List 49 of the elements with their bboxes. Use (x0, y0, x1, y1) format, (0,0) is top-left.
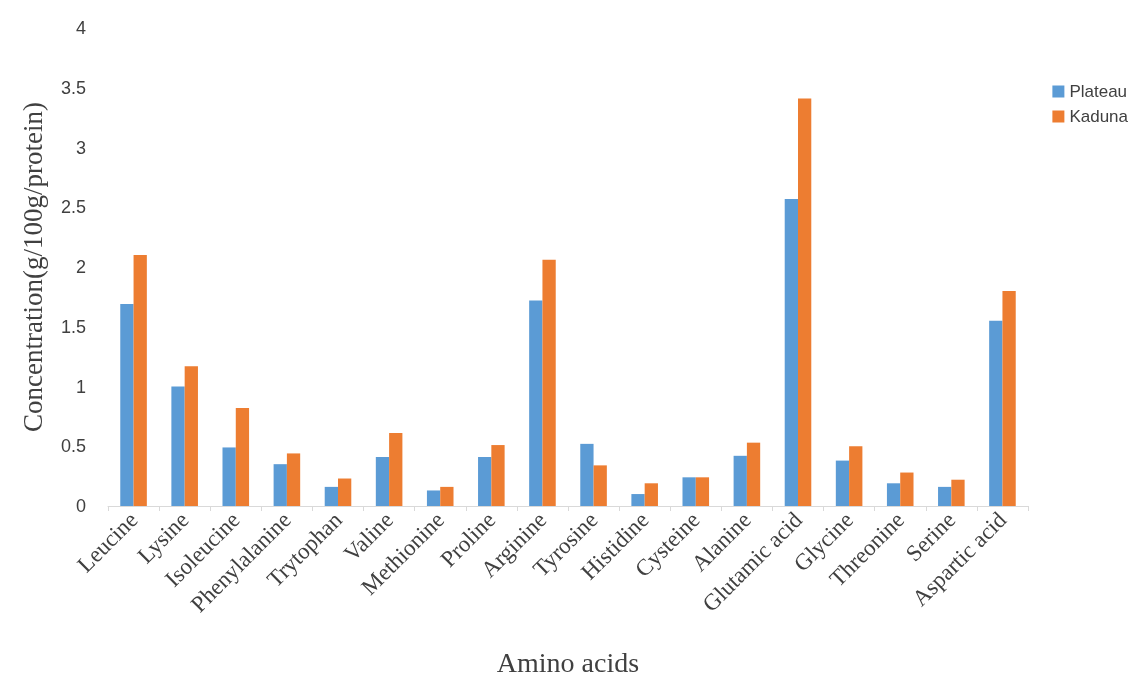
y-tick-label: 1.5 (60, 316, 86, 337)
y-tick-label: 2.5 (60, 197, 86, 218)
bar (746, 442, 761, 506)
bar (542, 259, 556, 506)
bar (440, 486, 454, 506)
y-tick-label: 0.5 (60, 436, 86, 457)
bar (938, 486, 952, 506)
bar (120, 304, 134, 506)
bar (849, 446, 863, 506)
y-tick-label: 4 (75, 18, 86, 38)
bar (644, 483, 658, 506)
bar (733, 455, 747, 506)
bar (951, 479, 965, 506)
bar (580, 443, 594, 506)
legend-label: Kaduna (1069, 107, 1129, 126)
bar (886, 483, 901, 506)
bar (798, 98, 812, 506)
bar (835, 460, 850, 506)
legend-label: Plateau (1069, 82, 1128, 101)
bar (286, 453, 301, 506)
bar (235, 408, 250, 506)
y-tick-label: 1 (75, 376, 86, 397)
y-axis-title: Concentration(g/100g/protein) (17, 102, 48, 432)
bar (1002, 290, 1016, 506)
bar (389, 433, 403, 506)
bar (529, 300, 543, 506)
bar (900, 472, 914, 506)
bar (273, 464, 287, 506)
y-tick-label: 3 (75, 137, 86, 158)
bar (324, 486, 338, 506)
y-tick-label: 0 (75, 496, 86, 516)
bar (593, 465, 607, 506)
bar (375, 457, 390, 506)
bar (478, 457, 492, 506)
bar (426, 490, 441, 506)
bar (784, 198, 798, 506)
y-tick-label: 3.5 (60, 77, 86, 98)
y-tick-label: 2 (75, 257, 86, 277)
bar (222, 447, 236, 506)
bar (695, 477, 710, 506)
bar (989, 320, 1003, 506)
bar (338, 478, 352, 506)
bar (491, 445, 505, 506)
bar (133, 255, 147, 506)
bar (631, 494, 645, 506)
bar (184, 366, 198, 506)
x-axis-title: Amino acids (496, 646, 640, 678)
bar (682, 477, 696, 506)
bar (171, 386, 185, 506)
